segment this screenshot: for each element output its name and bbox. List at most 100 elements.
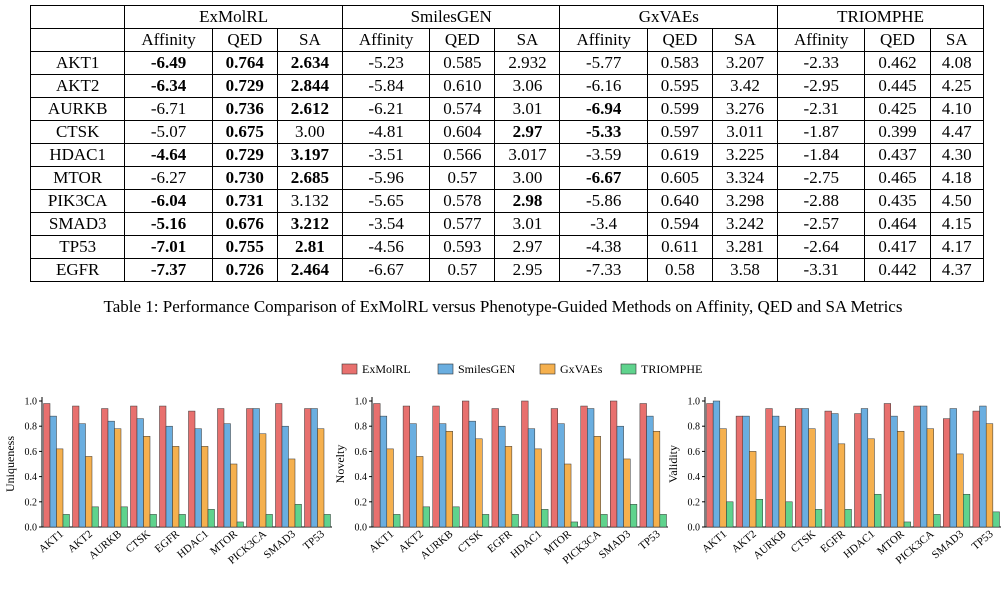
legend-swatch (539, 363, 556, 375)
bar-triomphe-hdac1 (541, 509, 549, 528)
bar-exmolrl-pick3ca (913, 405, 921, 528)
bar-exmolrl-akt1 (373, 403, 381, 528)
bar-exmolrl-smad3 (275, 403, 283, 528)
table-cell: -6.21 (341, 97, 431, 121)
table-cell: 0.605 (646, 166, 713, 190)
table-cell: -4.64 (124, 143, 213, 167)
bar-smilesgen-pick3ca (587, 408, 595, 528)
bar-triomphe-tp53 (323, 514, 331, 528)
bar-exmolrl-akt2 (72, 405, 80, 528)
bar-smilesgen-akt1 (712, 400, 721, 528)
group-header: SmilesGEN (341, 5, 561, 29)
metric-header: Affinity (341, 28, 431, 52)
table-cell: -5.23 (341, 51, 431, 75)
table-cell: -7.37 (124, 258, 213, 282)
metric-header: QED (211, 28, 278, 52)
bar-triomphe-mtor (570, 521, 578, 528)
bar-exmolrl-ctsk (795, 408, 803, 528)
table-cell: -5.86 (559, 189, 648, 213)
table-cell: -2.88 (777, 189, 866, 213)
y-tick-label: 0.4 (688, 472, 701, 483)
bar-exmolrl-aurkb (101, 408, 109, 528)
bar-gxvaes-aurkb (114, 428, 122, 528)
bar-gxvaes-aurkb (445, 430, 453, 528)
bar-gxvaes-tp53 (317, 428, 325, 528)
bar-triomphe-akt1 (726, 501, 734, 528)
bar-triomphe-akt1 (62, 514, 70, 528)
bar-triomphe-mtor (903, 521, 911, 528)
table-cell: 0.593 (429, 235, 496, 259)
table-cell: 4.47 (929, 120, 985, 144)
row-target-label: TP53 (29, 235, 126, 259)
bar-triomphe-akt1 (393, 514, 401, 528)
table-cell: 0.399 (864, 120, 931, 144)
bar-smilesgen-tp53 (310, 408, 318, 528)
bar-exmolrl-egfr (824, 410, 832, 528)
bar-gxvaes-smad3 (623, 458, 631, 528)
row-target-label: CTSK (29, 120, 126, 144)
x-tick-label: CTSK (456, 528, 485, 555)
bar-gxvaes-mtor (564, 463, 572, 528)
table-cell: 4.30 (929, 143, 985, 167)
y-tick-label: 0.6 (688, 447, 701, 458)
bar-exmolrl-aurkb (765, 408, 773, 528)
table-cell: -1.87 (777, 120, 866, 144)
table-cell: 3.324 (711, 166, 779, 190)
table-row: CTSK -5.07 0.675 3.00 -4.81 0.604 2.97 -5.33 0.5… (29, 120, 985, 144)
bar-exmolrl-tp53 (639, 403, 647, 528)
bar-exmolrl-akt2 (735, 415, 743, 528)
table-cell: -6.94 (559, 97, 648, 121)
results-table: ExMolRL SmilesGEN GxVAEs TRIOMPHE Affini… (29, 5, 985, 282)
y-tick-label: 0.2 (355, 497, 368, 508)
row-target-label: SMAD3 (29, 212, 126, 236)
table-cell: -3.31 (777, 258, 866, 282)
bar-exmolrl-hdac1 (188, 410, 196, 528)
bar-exmolrl-akt2 (402, 405, 411, 528)
table-cell: -2.31 (777, 97, 866, 121)
metric-header: Affinity (777, 28, 866, 52)
table-cell: -6.71 (124, 97, 213, 121)
row-target-label: AURKB (29, 97, 126, 121)
table-cell: -7.33 (559, 258, 648, 282)
bar-gxvaes-smad3 (956, 453, 964, 528)
table-cell: 4.08 (929, 51, 985, 75)
row-target-label: AKT1 (29, 51, 126, 75)
table-cell: -2.64 (777, 235, 866, 259)
bar-exmolrl-hdac1 (854, 413, 862, 528)
bar-triomphe-egfr (511, 514, 519, 528)
bar-smilesgen-aurkb (107, 420, 115, 528)
bar-triomphe-pick3ca (600, 514, 608, 528)
table-cell: -5.16 (124, 212, 213, 236)
table-cell: 4.17 (929, 235, 985, 259)
table-caption: Table 1: Performance Comparison of ExMol… (103, 297, 903, 316)
table-cell: 3.207 (711, 51, 779, 75)
table-cell: 0.726 (211, 258, 278, 282)
x-tick-label: HDAC1 (175, 528, 211, 561)
bar-exmolrl-pick3ca (580, 405, 588, 528)
table-cell: -6.67 (341, 258, 431, 282)
table-cell: 2.464 (276, 258, 343, 282)
x-tick-label: AURKB (418, 528, 455, 562)
bar-smilesgen-egfr (831, 413, 839, 528)
bar-exmolrl-ctsk (130, 405, 138, 528)
table-cell: 3.00 (276, 120, 343, 144)
bar-gxvaes-akt1 (386, 448, 394, 528)
table-cell: 3.197 (276, 143, 343, 167)
table-cell: -2.95 (777, 74, 866, 98)
y-tick-label: 0.8 (688, 422, 701, 433)
bar-triomphe-egfr (844, 509, 852, 528)
table-cell: -3.51 (341, 143, 431, 167)
table-row: TP53 -7.01 0.755 2.81 -4.56 0.593 2.97 -4.38 0.6… (29, 235, 985, 259)
table-cell: 0.442 (864, 258, 931, 282)
bar-smilesgen-mtor (557, 423, 565, 528)
y-tick-label: 0.4 (355, 472, 368, 483)
metric-header: SA (494, 28, 561, 52)
bar-smilesgen-akt1 (379, 415, 388, 528)
corner-cell (29, 5, 126, 29)
bar-triomphe-ctsk (149, 514, 157, 528)
bar-gxvaes-pick3ca (593, 436, 601, 528)
x-tick-label: TP53 (970, 528, 996, 553)
table-cell: 0.730 (211, 166, 278, 190)
legend-label: SmilesGEN (458, 362, 516, 376)
table-cell: 0.594 (646, 212, 713, 236)
